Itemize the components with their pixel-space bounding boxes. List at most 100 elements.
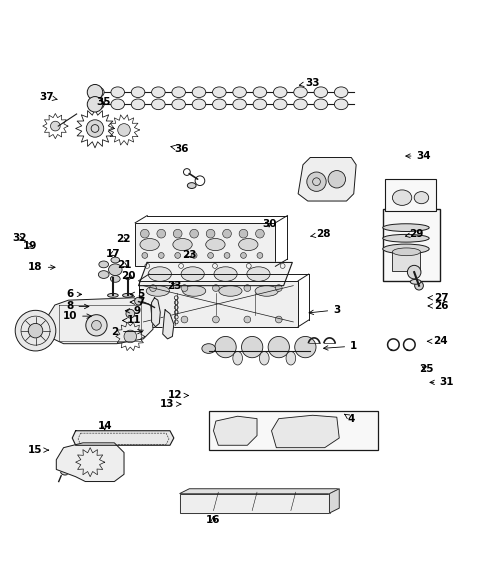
Text: 23: 23 bbox=[167, 281, 182, 290]
Ellipse shape bbox=[382, 224, 428, 231]
Text: 34: 34 bbox=[405, 151, 430, 161]
Ellipse shape bbox=[333, 99, 347, 110]
Polygon shape bbox=[298, 157, 355, 201]
Text: 30: 30 bbox=[261, 219, 276, 229]
Text: 2: 2 bbox=[110, 327, 142, 336]
Circle shape bbox=[327, 171, 345, 188]
Text: 33: 33 bbox=[299, 77, 319, 88]
Ellipse shape bbox=[253, 87, 266, 98]
Circle shape bbox=[142, 253, 148, 259]
Bar bbox=[382, 209, 439, 281]
Circle shape bbox=[241, 336, 262, 358]
Ellipse shape bbox=[110, 275, 120, 282]
Ellipse shape bbox=[232, 87, 246, 98]
Ellipse shape bbox=[131, 99, 145, 110]
Circle shape bbox=[150, 316, 156, 323]
Circle shape bbox=[214, 336, 236, 358]
Circle shape bbox=[275, 316, 282, 323]
Ellipse shape bbox=[171, 87, 185, 98]
Polygon shape bbox=[44, 297, 153, 344]
Circle shape bbox=[243, 285, 250, 292]
Ellipse shape bbox=[151, 87, 165, 98]
Ellipse shape bbox=[140, 239, 159, 250]
Circle shape bbox=[174, 253, 180, 259]
Text: 25: 25 bbox=[418, 364, 433, 374]
Circle shape bbox=[239, 229, 247, 238]
Ellipse shape bbox=[148, 267, 171, 281]
Text: 27: 27 bbox=[427, 293, 448, 303]
Text: 37: 37 bbox=[39, 92, 57, 102]
Text: 20: 20 bbox=[121, 271, 136, 281]
Text: 8: 8 bbox=[66, 302, 89, 311]
Polygon shape bbox=[179, 494, 329, 513]
Text: 21: 21 bbox=[117, 260, 131, 270]
Text: 12: 12 bbox=[167, 390, 188, 400]
Circle shape bbox=[243, 316, 250, 323]
Ellipse shape bbox=[409, 279, 420, 284]
Text: 36: 36 bbox=[170, 144, 189, 154]
Circle shape bbox=[140, 229, 149, 238]
Circle shape bbox=[181, 316, 187, 323]
Circle shape bbox=[191, 253, 197, 259]
Polygon shape bbox=[138, 263, 292, 286]
Circle shape bbox=[255, 229, 264, 238]
Circle shape bbox=[126, 309, 135, 318]
Circle shape bbox=[207, 253, 213, 259]
Ellipse shape bbox=[259, 352, 269, 365]
Ellipse shape bbox=[218, 286, 242, 296]
Circle shape bbox=[50, 121, 60, 131]
Ellipse shape bbox=[107, 293, 118, 297]
Ellipse shape bbox=[286, 352, 295, 365]
Ellipse shape bbox=[293, 99, 307, 110]
Text: 17: 17 bbox=[106, 249, 120, 259]
Ellipse shape bbox=[392, 248, 420, 256]
Ellipse shape bbox=[110, 277, 115, 279]
Circle shape bbox=[224, 253, 229, 259]
Ellipse shape bbox=[187, 182, 196, 188]
Circle shape bbox=[257, 253, 262, 259]
Ellipse shape bbox=[205, 239, 225, 250]
Polygon shape bbox=[329, 489, 338, 513]
Ellipse shape bbox=[151, 99, 165, 110]
Circle shape bbox=[86, 120, 104, 137]
Circle shape bbox=[294, 336, 316, 358]
Ellipse shape bbox=[213, 267, 237, 281]
Ellipse shape bbox=[192, 99, 205, 110]
Text: 10: 10 bbox=[62, 311, 91, 321]
Ellipse shape bbox=[293, 87, 307, 98]
Ellipse shape bbox=[182, 286, 205, 296]
Ellipse shape bbox=[91, 87, 104, 98]
Circle shape bbox=[158, 253, 164, 259]
Circle shape bbox=[222, 229, 231, 238]
Ellipse shape bbox=[108, 264, 122, 275]
Ellipse shape bbox=[255, 286, 278, 296]
Text: 7: 7 bbox=[130, 297, 144, 307]
Circle shape bbox=[87, 84, 103, 100]
Ellipse shape bbox=[171, 99, 185, 110]
Text: 3: 3 bbox=[308, 305, 340, 315]
Text: 19: 19 bbox=[22, 241, 37, 250]
Ellipse shape bbox=[246, 267, 270, 281]
Circle shape bbox=[87, 96, 103, 112]
Ellipse shape bbox=[111, 87, 124, 98]
Circle shape bbox=[118, 124, 130, 136]
Ellipse shape bbox=[333, 87, 347, 98]
Polygon shape bbox=[162, 310, 173, 339]
Circle shape bbox=[212, 316, 219, 323]
Circle shape bbox=[91, 321, 101, 330]
Polygon shape bbox=[56, 443, 124, 482]
Ellipse shape bbox=[125, 277, 130, 279]
Circle shape bbox=[84, 457, 96, 468]
Text: 11: 11 bbox=[122, 315, 141, 325]
Text: 24: 24 bbox=[426, 336, 447, 346]
Text: 18: 18 bbox=[28, 262, 55, 272]
Ellipse shape bbox=[122, 293, 133, 297]
FancyBboxPatch shape bbox=[138, 281, 298, 327]
Text: 14: 14 bbox=[97, 421, 112, 431]
Circle shape bbox=[212, 285, 219, 292]
Circle shape bbox=[189, 229, 198, 238]
Text: 31: 31 bbox=[429, 378, 453, 388]
Ellipse shape bbox=[181, 267, 204, 281]
Ellipse shape bbox=[273, 99, 287, 110]
Ellipse shape bbox=[212, 99, 226, 110]
